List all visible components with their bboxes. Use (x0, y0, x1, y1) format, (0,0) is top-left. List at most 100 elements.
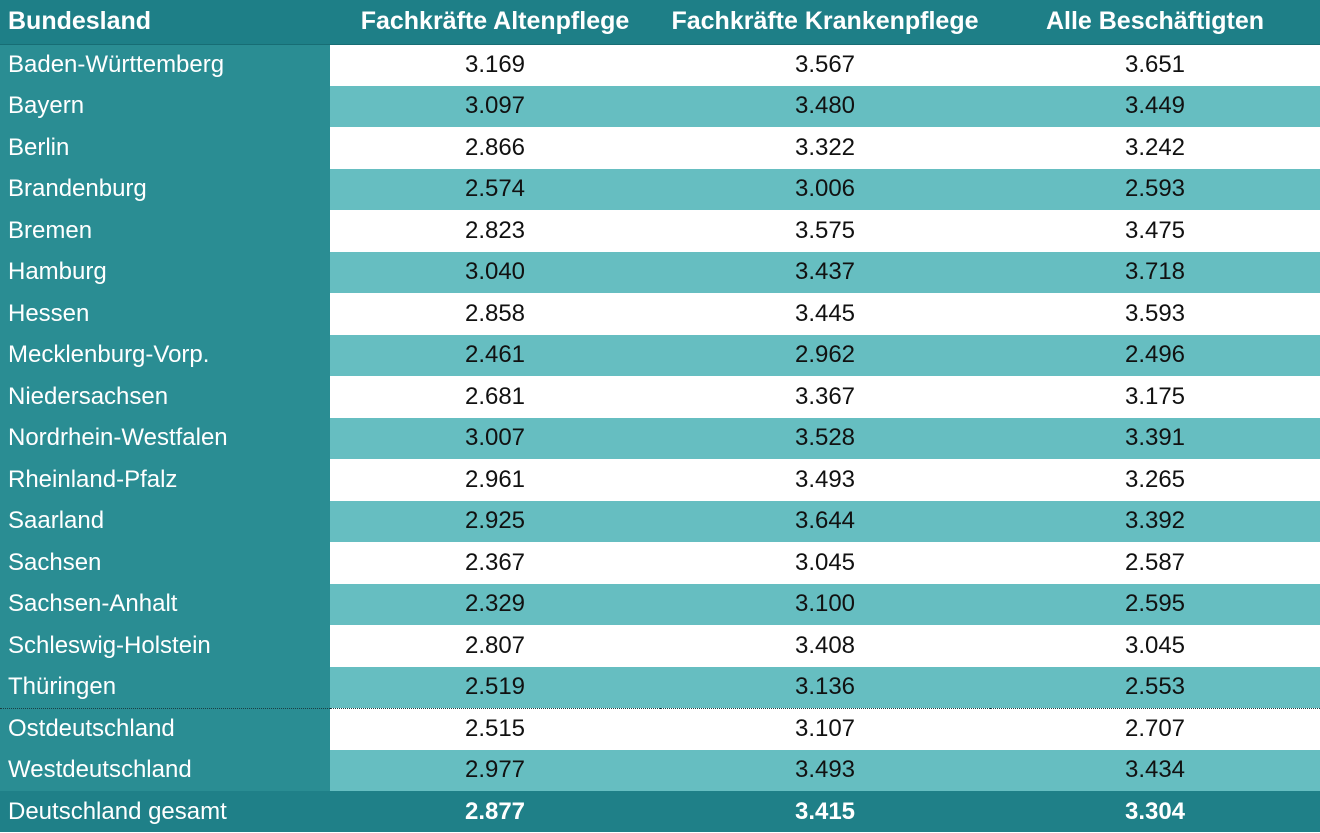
table-row: Berlin 2.866 3.322 3.242 (0, 127, 1320, 169)
cell-value-altenpflege: 2.866 (330, 127, 660, 169)
cell-value-alle-beschaeftigten: 3.265 (990, 459, 1320, 501)
total-value-alle-beschaeftigten: 3.304 (990, 791, 1320, 832)
cell-value-krankenpflege: 2.962 (660, 334, 990, 376)
row-label: Brandenburg (0, 168, 330, 210)
cell-value-altenpflege: 2.367 (330, 542, 660, 584)
row-label: Westdeutschland (0, 749, 330, 791)
cell-value-altenpflege: 2.515 (330, 707, 660, 750)
total-value-krankenpflege: 3.415 (660, 791, 990, 832)
cell-value-alle-beschaeftigten: 3.651 (990, 44, 1320, 86)
row-label: Thüringen (0, 666, 330, 708)
cell-value-alle-beschaeftigten: 2.593 (990, 168, 1320, 210)
cell-value-altenpflege: 2.519 (330, 666, 660, 708)
cell-value-altenpflege: 3.169 (330, 44, 660, 86)
cell-value-altenpflege: 3.097 (330, 85, 660, 127)
cell-value-altenpflege: 3.040 (330, 251, 660, 293)
cell-value-alle-beschaeftigten: 2.496 (990, 334, 1320, 376)
cell-value-alle-beschaeftigten: 3.475 (990, 210, 1320, 252)
cell-value-alle-beschaeftigten: 3.242 (990, 127, 1320, 169)
cell-value-krankenpflege: 3.493 (660, 749, 990, 791)
row-label: Nordrhein-Westfalen (0, 417, 330, 459)
row-label: Sachsen-Anhalt (0, 583, 330, 625)
cell-value-altenpflege: 2.329 (330, 583, 660, 625)
cell-value-altenpflege: 2.977 (330, 749, 660, 791)
cell-value-alle-beschaeftigten: 3.593 (990, 293, 1320, 335)
cell-value-alle-beschaeftigten: 3.392 (990, 500, 1320, 542)
cell-value-altenpflege: 2.823 (330, 210, 660, 252)
table-row: Brandenburg 2.574 3.006 2.593 (0, 168, 1320, 210)
cell-value-alle-beschaeftigten: 2.595 (990, 583, 1320, 625)
cell-value-krankenpflege: 3.107 (660, 707, 990, 750)
cell-value-krankenpflege: 3.045 (660, 542, 990, 584)
cell-value-altenpflege: 2.681 (330, 376, 660, 418)
table-row: Rheinland-Pfalz 2.961 3.493 3.265 (0, 459, 1320, 501)
row-label: Saarland (0, 500, 330, 542)
cell-value-krankenpflege: 3.575 (660, 210, 990, 252)
cell-value-krankenpflege: 3.437 (660, 251, 990, 293)
cell-value-krankenpflege: 3.493 (660, 459, 990, 501)
table-row: Hessen 2.858 3.445 3.593 (0, 293, 1320, 335)
cell-value-altenpflege: 2.961 (330, 459, 660, 501)
table-row: Hamburg 3.040 3.437 3.718 (0, 251, 1320, 293)
table-row: Saarland 2.925 3.644 3.392 (0, 500, 1320, 542)
cell-value-alle-beschaeftigten: 3.175 (990, 376, 1320, 418)
cell-value-krankenpflege: 3.100 (660, 583, 990, 625)
cell-value-krankenpflege: 3.367 (660, 376, 990, 418)
row-label: Hamburg (0, 251, 330, 293)
cell-value-krankenpflege: 3.567 (660, 44, 990, 86)
cell-value-alle-beschaeftigten: 3.718 (990, 251, 1320, 293)
cell-value-altenpflege: 3.007 (330, 417, 660, 459)
row-label: Bayern (0, 85, 330, 127)
table-row: Ostdeutschland 2.515 3.107 2.707 (0, 707, 1320, 750)
table-row: Nordrhein-Westfalen 3.007 3.528 3.391 (0, 417, 1320, 459)
row-label: Niedersachsen (0, 376, 330, 418)
header-row: Bundesland Fachkräfte Altenpflege Fachkr… (0, 0, 1320, 45)
row-label: Baden-Württemberg (0, 44, 330, 86)
cell-value-alle-beschaeftigten: 2.707 (990, 707, 1320, 750)
cell-value-krankenpflege: 3.408 (660, 625, 990, 667)
table-row: Bremen 2.823 3.575 3.475 (0, 210, 1320, 252)
cell-value-alle-beschaeftigten: 3.449 (990, 85, 1320, 127)
cell-value-altenpflege: 2.925 (330, 500, 660, 542)
row-label: Hessen (0, 293, 330, 335)
cell-value-krankenpflege: 3.480 (660, 85, 990, 127)
column-header-bundesland: Bundesland (0, 0, 330, 45)
total-row-label: Deutschland gesamt (0, 791, 330, 832)
row-label: Schleswig-Holstein (0, 625, 330, 667)
table-row: Schleswig-Holstein 2.807 3.408 3.045 (0, 625, 1320, 667)
column-header-alle-beschaeftigten: Alle Beschäftigten (990, 0, 1320, 45)
table-row: Niedersachsen 2.681 3.367 3.175 (0, 376, 1320, 418)
table-row: Mecklenburg-Vorp. 2.461 2.962 2.496 (0, 334, 1320, 376)
cell-value-altenpflege: 2.461 (330, 334, 660, 376)
cell-value-altenpflege: 2.574 (330, 168, 660, 210)
table-row: Bayern 3.097 3.480 3.449 (0, 85, 1320, 127)
row-label: Mecklenburg-Vorp. (0, 334, 330, 376)
cell-value-krankenpflege: 3.445 (660, 293, 990, 335)
table-body: Baden-Württemberg 3.169 3.567 3.651 Bayern 3.… (0, 44, 1320, 791)
column-header-altenpflege: Fachkräfte Altenpflege (330, 0, 660, 45)
cell-value-krankenpflege: 3.006 (660, 168, 990, 210)
cell-value-alle-beschaeftigten: 3.045 (990, 625, 1320, 667)
cell-value-krankenpflege: 3.136 (660, 666, 990, 708)
table-row: Sachsen-Anhalt 2.329 3.100 2.595 (0, 583, 1320, 625)
cell-value-alle-beschaeftigten: 3.391 (990, 417, 1320, 459)
total-row: Deutschland gesamt 2.877 3.415 3.304 (0, 791, 1320, 832)
total-value-altenpflege: 2.877 (330, 791, 660, 832)
cell-value-alle-beschaeftigten: 2.587 (990, 542, 1320, 584)
table-row: Sachsen 2.367 3.045 2.587 (0, 542, 1320, 584)
column-header-krankenpflege: Fachkräfte Krankenpflege (660, 0, 990, 45)
cell-value-krankenpflege: 3.644 (660, 500, 990, 542)
row-label: Sachsen (0, 542, 330, 584)
cell-value-alle-beschaeftigten: 2.553 (990, 666, 1320, 708)
row-label: Ostdeutschland (0, 707, 330, 750)
table-row: Thüringen 2.519 3.136 2.553 (0, 666, 1320, 708)
table-row: Baden-Württemberg 3.169 3.567 3.651 (0, 44, 1320, 86)
table-row: Westdeutschland 2.977 3.493 3.434 (0, 749, 1320, 791)
row-label: Bremen (0, 210, 330, 252)
cell-value-krankenpflege: 3.322 (660, 127, 990, 169)
row-label: Berlin (0, 127, 330, 169)
cell-value-krankenpflege: 3.528 (660, 417, 990, 459)
cell-value-alle-beschaeftigten: 3.434 (990, 749, 1320, 791)
